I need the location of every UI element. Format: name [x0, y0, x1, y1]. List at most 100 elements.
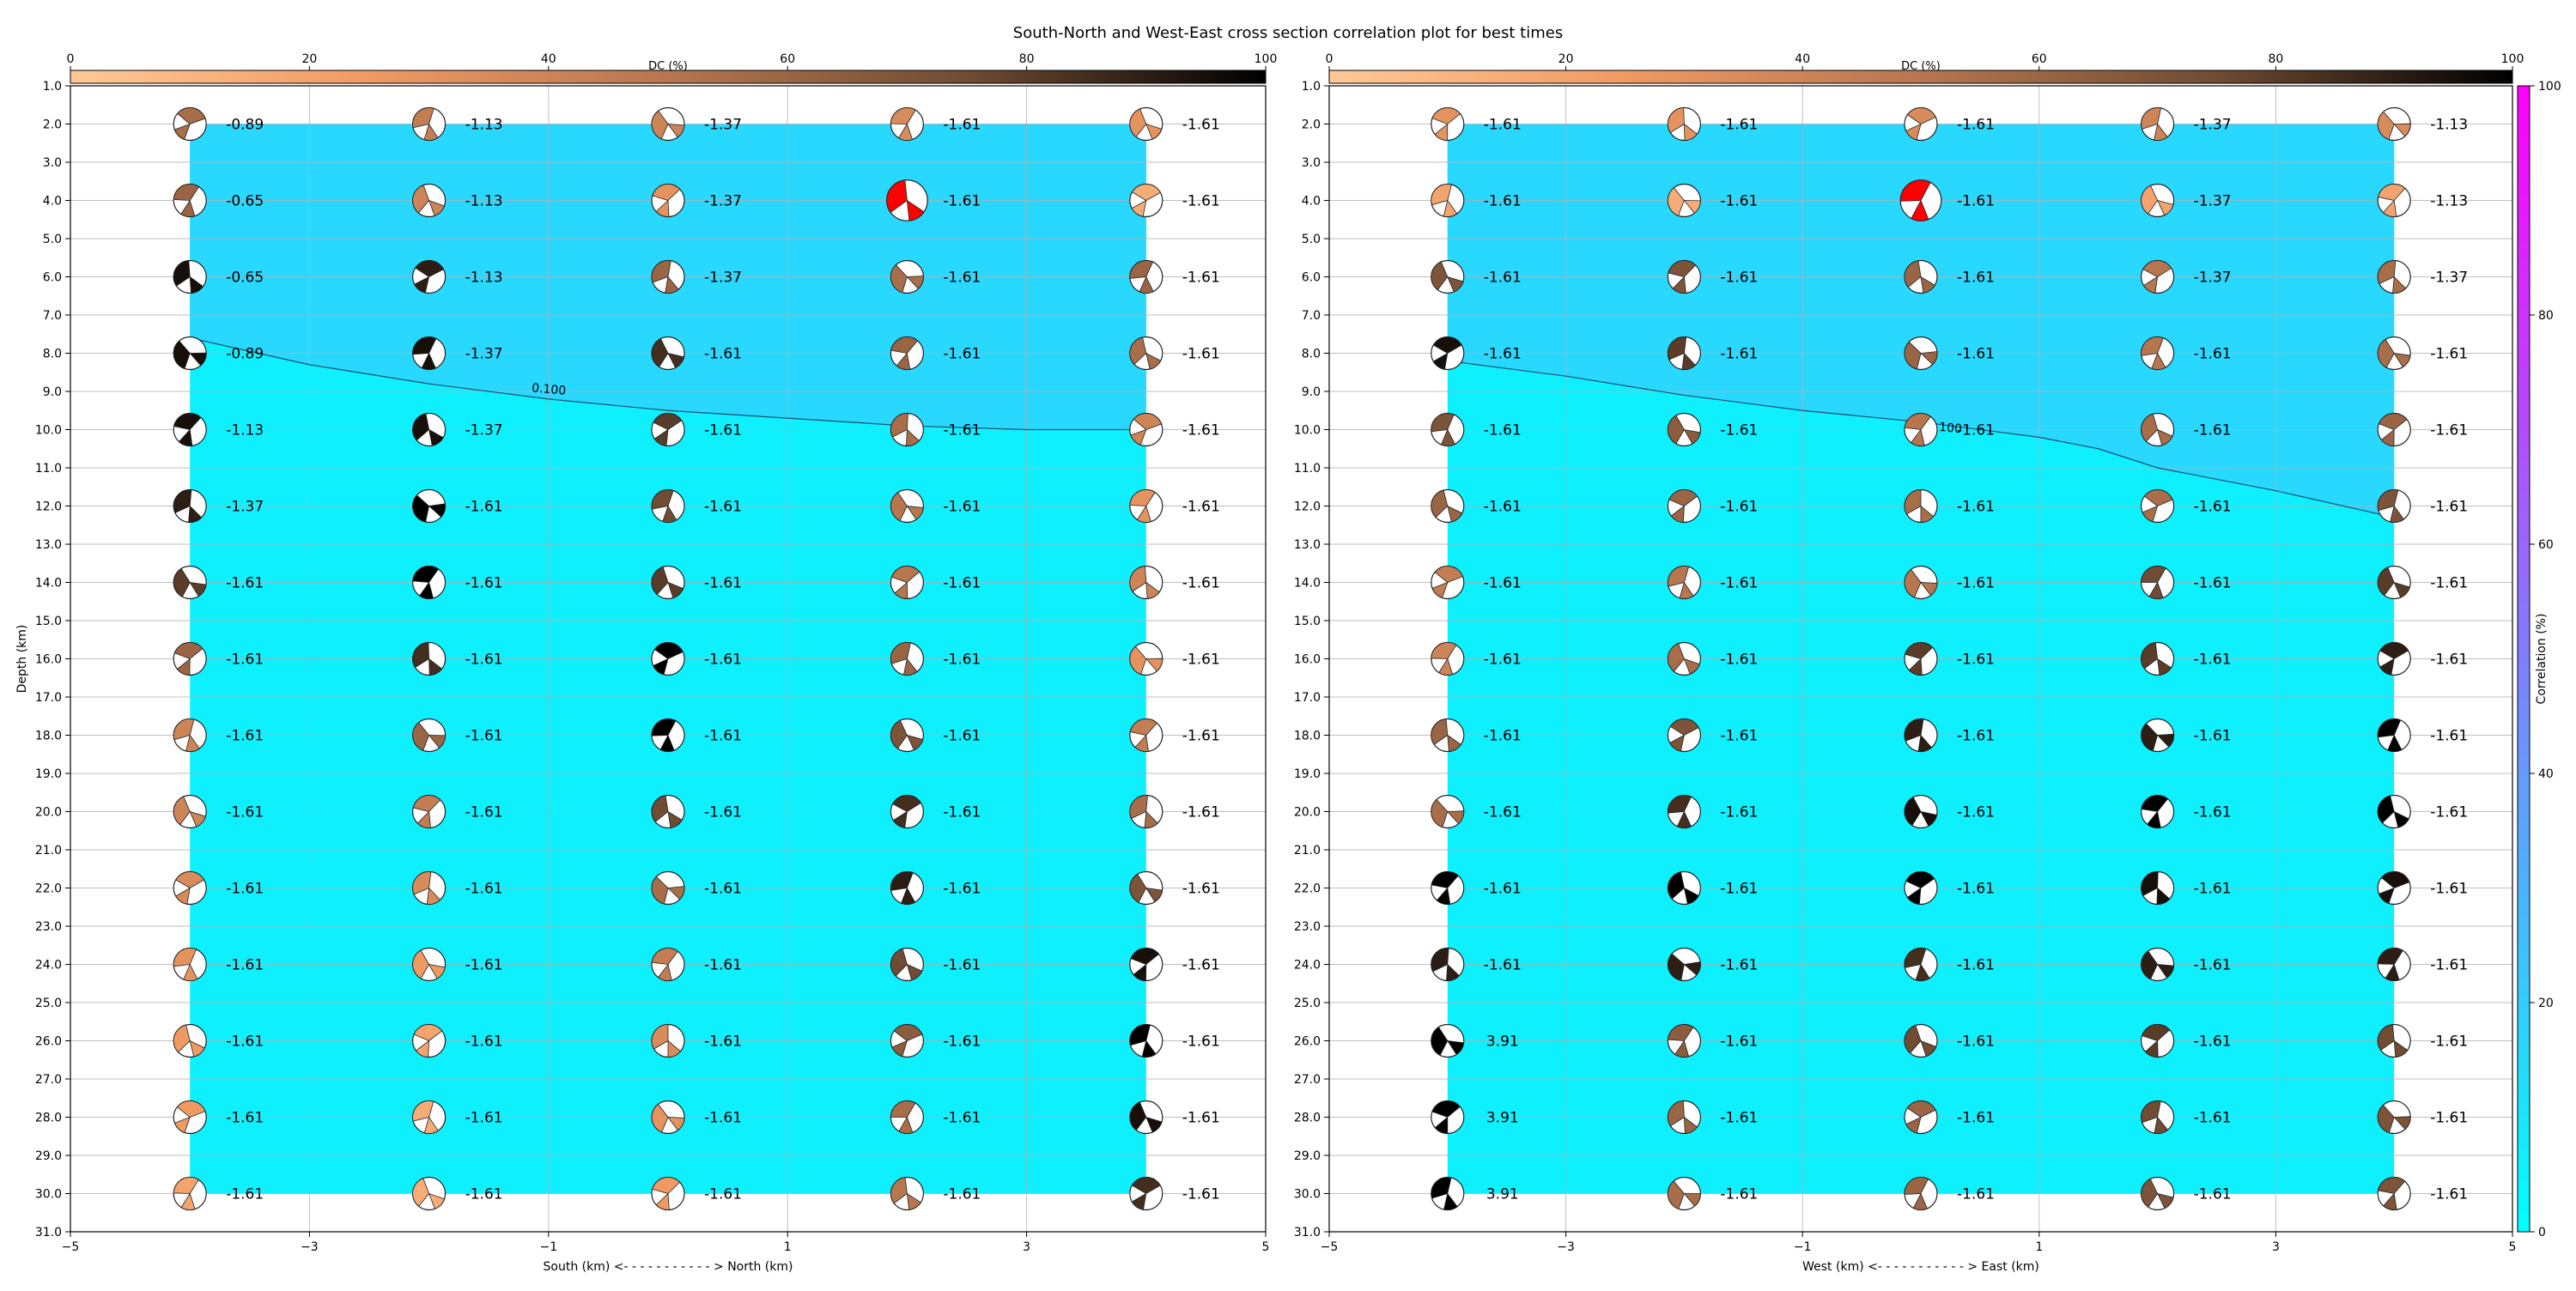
beachball-quadrant [2156, 1192, 2174, 1209]
time-label: -1.61 [1182, 422, 1220, 439]
time-label: -1.61 [1957, 1110, 1995, 1127]
y-tick-label: 20.0 [1294, 806, 1321, 820]
beachball-quadrant [893, 1024, 923, 1041]
beachball-quadrant [1908, 658, 1923, 676]
beachball-quadrant [1431, 261, 1449, 291]
beachball-quadrant [1669, 734, 1685, 752]
time-label: -1.61 [704, 1110, 742, 1127]
beachball-quadrant [2378, 1177, 2406, 1194]
y-axis-label: Depth (km) [15, 625, 29, 694]
beachball-quadrant [651, 489, 674, 510]
beachball-quadrant [1905, 642, 1934, 659]
beachball-quadrant [415, 1039, 430, 1058]
beachball [890, 947, 925, 982]
beachball-quadrant [651, 795, 669, 823]
time-label: -1.61 [1957, 728, 1995, 745]
beachball [1667, 718, 1702, 753]
time-label: -1.61 [1957, 881, 1995, 898]
time-label: -1.61 [943, 270, 981, 287]
y-tick-label: 30.0 [1294, 1188, 1321, 1202]
correlation-colorbar-bar [2517, 85, 2530, 1233]
y-tick-label: 31.0 [1294, 1226, 1321, 1239]
beachball-quadrant [2141, 642, 2159, 670]
beachball-quadrant [1145, 887, 1163, 903]
correlation-colorbar-tick-label: 0 [2538, 1226, 2546, 1239]
y-tick-label: 11.0 [35, 462, 62, 476]
beachball [890, 488, 925, 524]
y-tick-label: 14.0 [1294, 577, 1321, 591]
time-label: -1.61 [1720, 499, 1758, 516]
beachball-quadrant [1668, 871, 1685, 900]
beachball-quadrant [1145, 658, 1163, 672]
time-label: 3.91 [1486, 1110, 1519, 1127]
time-label: -1.61 [1182, 881, 1220, 898]
beachball-quadrant [173, 413, 202, 430]
beachball-quadrant [1683, 1116, 1698, 1134]
x-tick-label: 1 [784, 1240, 792, 1254]
beachball [2377, 1023, 2411, 1058]
beachball-quadrant [2148, 581, 2164, 599]
beachball [1129, 641, 1163, 676]
beachball [651, 794, 685, 829]
beachball-quadrant [1905, 871, 1935, 888]
beachball [2141, 1176, 2175, 1211]
beachball [1431, 794, 1465, 829]
beachball [1667, 259, 1702, 294]
beachball-quadrant [178, 428, 193, 446]
time-label: -1.61 [1720, 422, 1758, 439]
time-label: -1.61 [1720, 652, 1758, 669]
time-label: -1.13 [465, 193, 503, 210]
beachball [2377, 336, 2411, 371]
beachball-quadrant [2156, 428, 2173, 446]
beachball-quadrant [2156, 887, 2171, 905]
dc-colorbar-tick-label: 100 [1255, 52, 1278, 66]
y-tick-label: 27.0 [35, 1073, 62, 1087]
beachball-quadrant [1668, 336, 1687, 361]
beachball-quadrant [655, 1192, 670, 1210]
beachball-quadrant [177, 107, 206, 124]
time-label: -1.61 [943, 1033, 981, 1051]
beachball [890, 870, 925, 906]
x-tick-label: −5 [62, 1240, 80, 1254]
beachball [1129, 1100, 1163, 1135]
time-label: -1.61 [943, 652, 981, 669]
beachball-quadrant [1911, 428, 1925, 446]
time-label: -1.61 [465, 575, 503, 592]
beachball [651, 259, 685, 294]
beachball [412, 565, 447, 600]
beachball-quadrant [667, 886, 685, 900]
beachball-quadrant [1130, 948, 1160, 965]
y-tick-label: 2.0 [1302, 118, 1321, 132]
dc-colorbar-bar [70, 70, 1267, 84]
time-label: -1.61 [2430, 575, 2468, 592]
beachball [1667, 336, 1702, 371]
beachball-quadrant [2142, 276, 2159, 294]
time-label: -1.61 [1182, 270, 1220, 287]
time-label: -1.61 [226, 804, 264, 821]
time-label: -1.61 [1484, 270, 1522, 287]
beachball-quadrant [665, 276, 679, 294]
beachball-quadrant [176, 1100, 206, 1118]
y-tick-label: 19.0 [35, 767, 62, 781]
beachball-quadrant [1145, 123, 1163, 140]
beachball-quadrant [1129, 1101, 1147, 1131]
time-label: -1.61 [1957, 193, 1995, 210]
beachball-quadrant [906, 506, 924, 520]
beachball [1904, 336, 1938, 371]
beachball [1899, 179, 1942, 221]
beachball [1431, 1023, 1465, 1058]
beachball [1431, 641, 1465, 676]
beachball-quadrant [892, 795, 922, 812]
beachball [651, 412, 685, 447]
time-label: -1.61 [465, 881, 503, 898]
correlation-colorbar-tick-label: 80 [2538, 309, 2554, 323]
beachball-quadrant [886, 179, 908, 214]
y-tick-label: 6.0 [43, 271, 62, 285]
beachball-quadrant [2156, 964, 2174, 979]
beachball [1129, 565, 1163, 600]
y-tick-label: 15.0 [35, 615, 62, 628]
figure-title: South-North and West-East cross section … [1013, 24, 1563, 42]
time-label: -1.61 [2194, 804, 2232, 821]
time-label: -1.61 [2194, 652, 2232, 669]
beachball-quadrant [173, 642, 204, 659]
